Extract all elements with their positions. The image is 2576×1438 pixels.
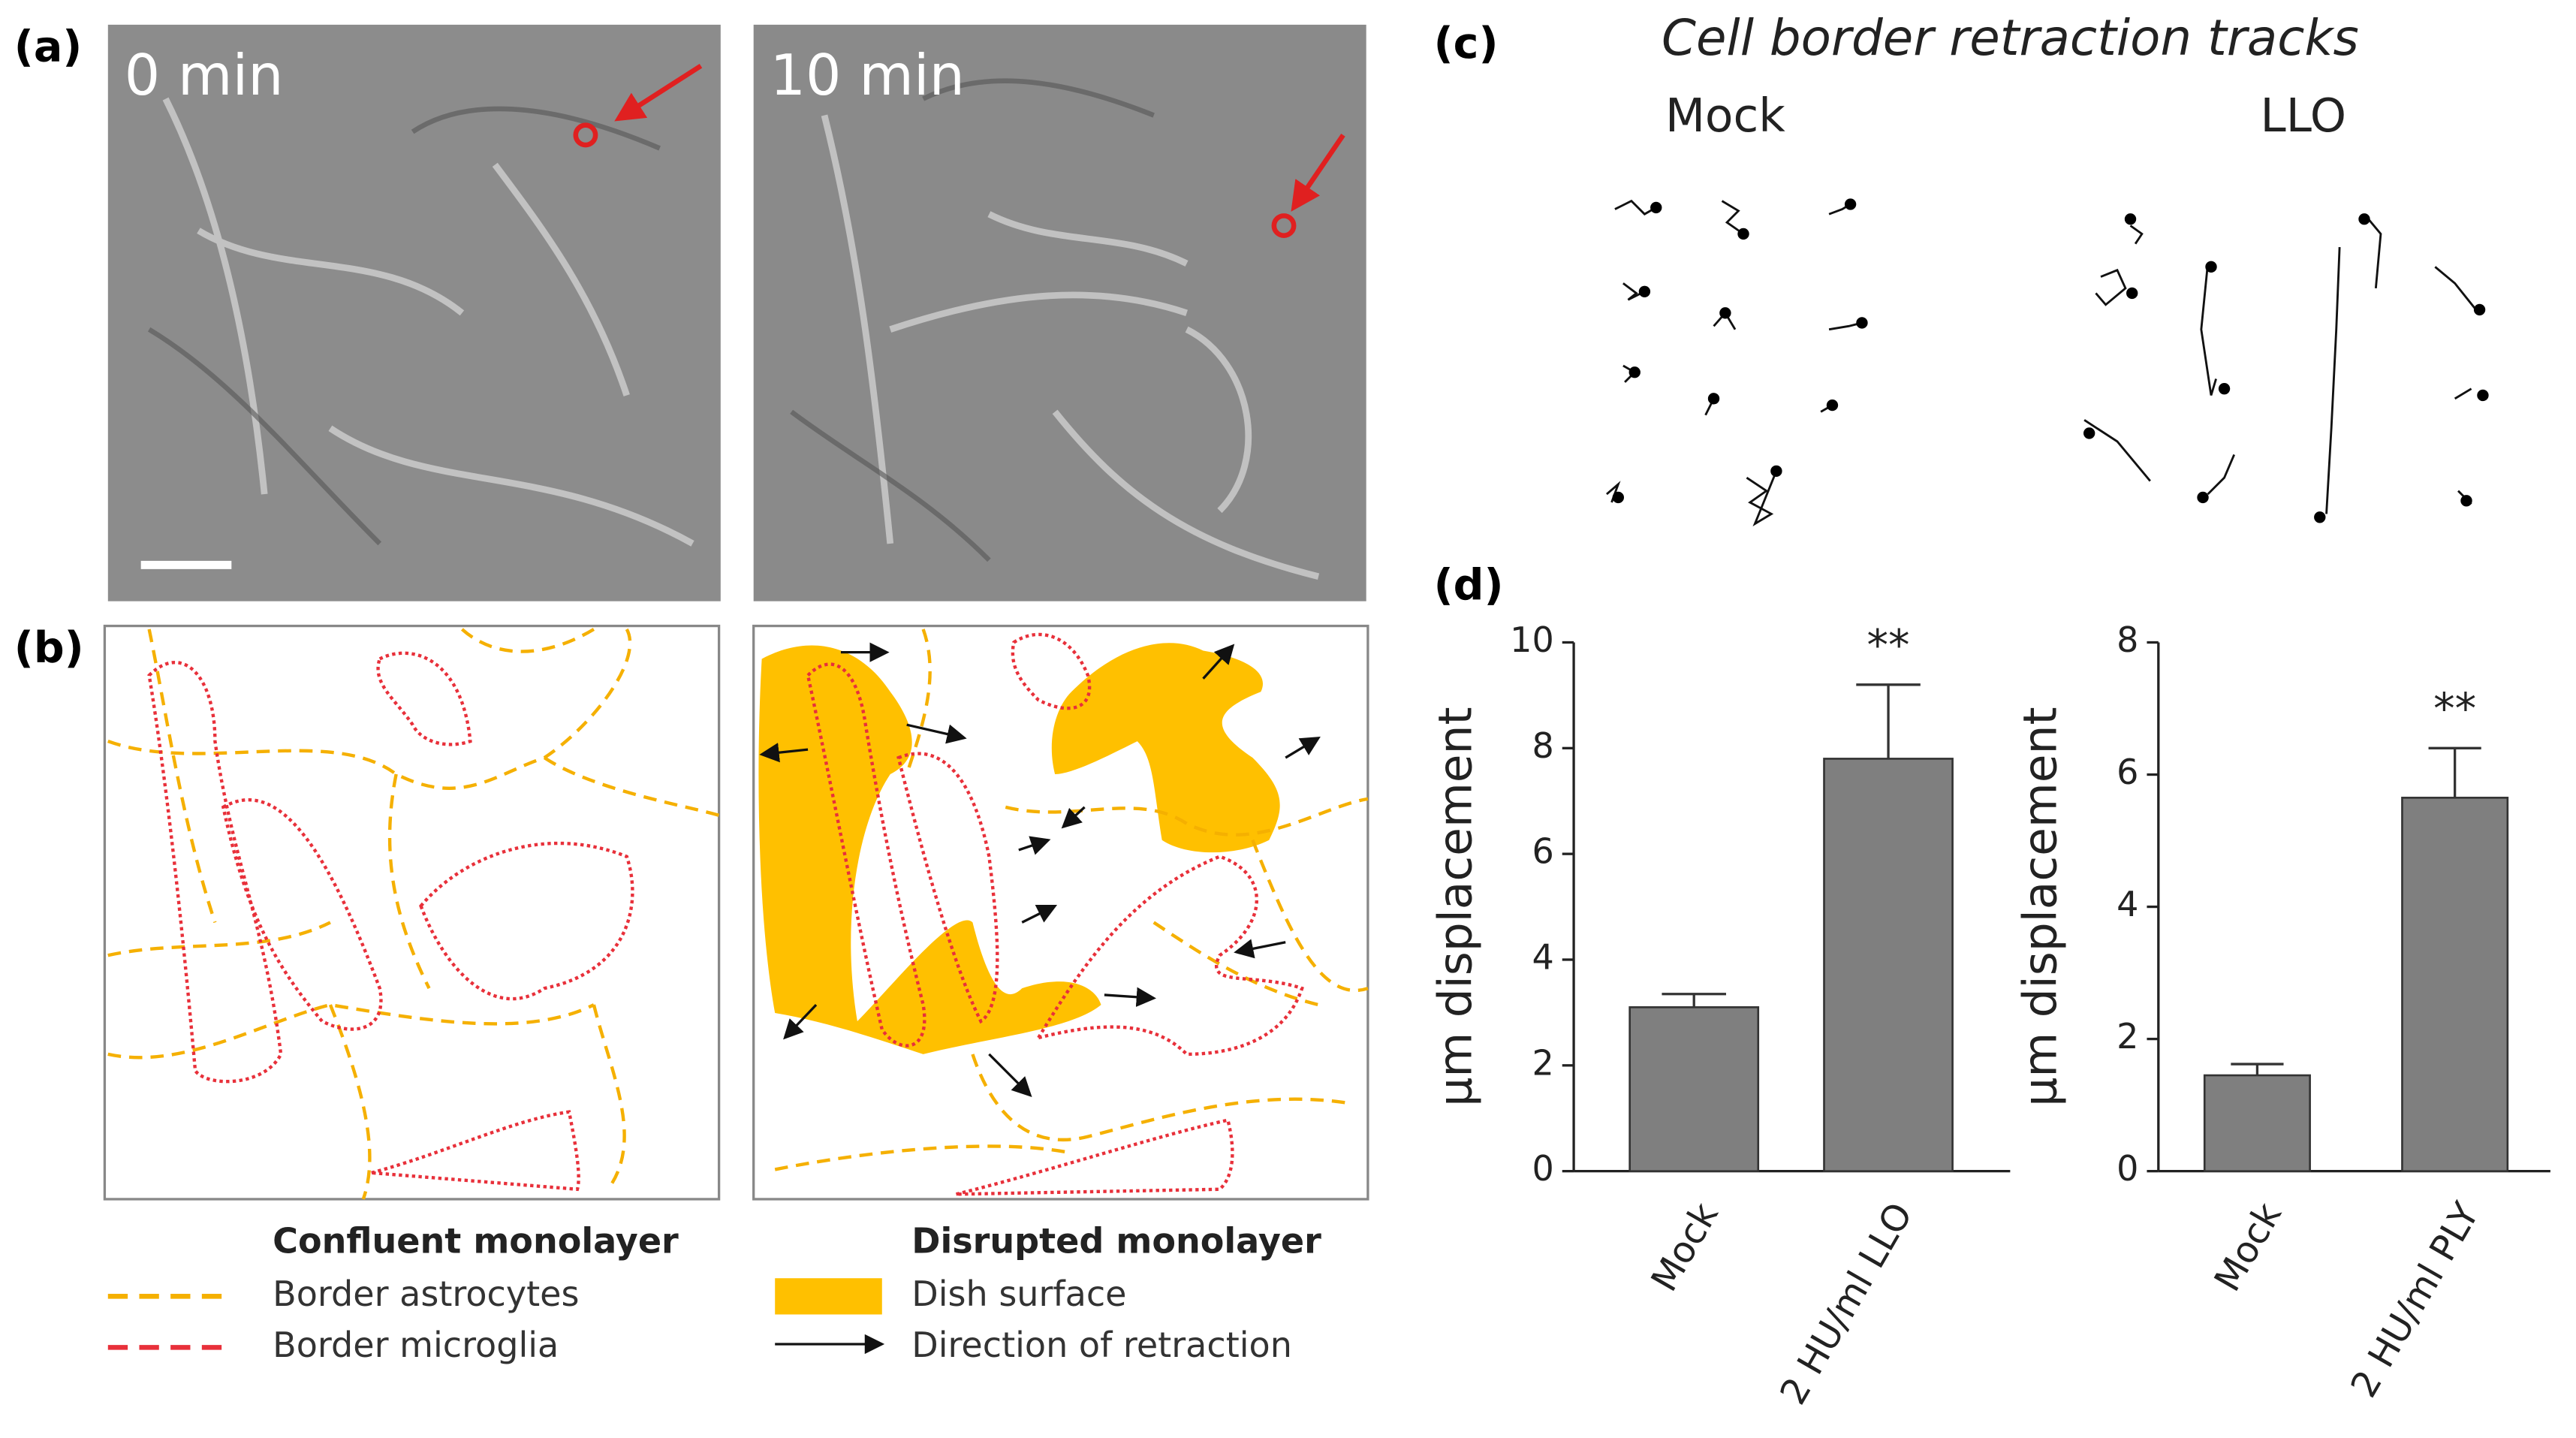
y-tick-label: 0 — [2117, 1148, 2138, 1189]
y-tick-label: 4 — [1532, 936, 1553, 977]
y-tick-label: 6 — [1532, 831, 1553, 872]
time-label: 0 min — [125, 43, 284, 108]
y-axis-label: μm displacement — [2014, 707, 2067, 1106]
panel-label: (b) — [14, 623, 84, 673]
panel-label: (d) — [1434, 561, 1504, 610]
y-tick-label: 2 — [1532, 1042, 1553, 1083]
y-tick-label: 8 — [2117, 620, 2138, 660]
bar — [2401, 797, 2509, 1172]
bar — [1628, 1006, 1760, 1172]
group-label: Mock — [1665, 89, 1785, 143]
y-axis-label: μm displacement — [1430, 707, 1483, 1106]
group-label: LLO — [2261, 89, 2347, 143]
diagram — [752, 624, 1369, 1201]
legend-title: Confluent monolayer — [273, 1221, 679, 1262]
bar — [1823, 758, 1954, 1172]
y-tick-label: 10 — [1510, 620, 1554, 660]
x-tick-label: Mock — [2207, 1195, 2290, 1298]
diagram — [103, 624, 721, 1201]
bar — [2203, 1074, 2311, 1172]
tracks — [1606, 198, 2489, 526]
legend-item: Direction of retraction — [911, 1325, 1292, 1365]
x-tick-label: Mock — [1643, 1195, 1726, 1298]
y-tick-label: 8 — [1532, 725, 1553, 766]
significance: ** — [1867, 621, 1910, 671]
legend: Confluent monolayer Border astrocytes Bo… — [107, 1221, 1321, 1365]
y-tick-label: 4 — [2117, 884, 2138, 924]
legend-item: Border microglia — [273, 1325, 559, 1365]
time-label: 10 min — [770, 43, 965, 108]
x-tick-label: 2 HU/ml LLO — [1772, 1195, 1921, 1412]
y-tick-label: 6 — [2117, 752, 2138, 792]
y-tick-label: 0 — [1532, 1148, 1553, 1189]
panel-label: (c) — [1434, 19, 1499, 68]
legend-item: Border astrocytes — [273, 1274, 579, 1314]
y-tick-label: 2 — [2117, 1016, 2138, 1057]
panel-title: Cell border retraction tracks — [1662, 9, 2359, 67]
legend-item: Dish surface — [911, 1274, 1126, 1314]
significance: ** — [2433, 685, 2476, 734]
x-tick-label: 2 HU/ml PLY — [2343, 1195, 2487, 1404]
legend-title: Disrupted monolayer — [911, 1221, 1321, 1262]
micrograph: 0 min — [107, 24, 721, 601]
micrograph: 10 min — [753, 24, 1366, 601]
charts: 0 2 4 6 8 10 μm displacement Mock ** 2 HU/ml LLO 0… — [1430, 620, 2550, 1412]
panel-label: (a) — [14, 22, 83, 71]
